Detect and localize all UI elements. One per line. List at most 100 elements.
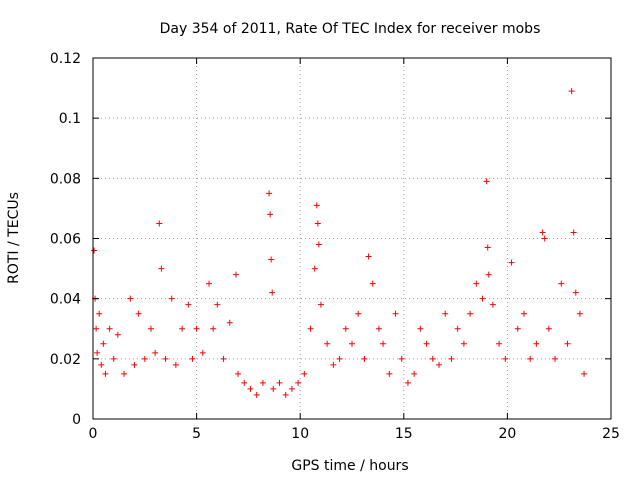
- data-point: [313, 202, 320, 209]
- data-point: [267, 211, 274, 218]
- data-point: [241, 379, 248, 386]
- data-point: [392, 310, 399, 317]
- data-point: [102, 370, 109, 377]
- y-axis-label: ROTI / TECUs: [6, 192, 22, 284]
- data-point: [226, 319, 233, 326]
- y-tick-label: 0.02: [50, 352, 81, 368]
- data-point: [199, 349, 206, 356]
- data-point: [404, 379, 411, 386]
- data-point: [454, 325, 461, 332]
- data-point: [520, 310, 527, 317]
- data-point: [568, 88, 575, 95]
- data-point: [514, 325, 521, 332]
- data-point: [91, 247, 98, 254]
- data-point: [127, 295, 134, 302]
- data-point: [533, 340, 540, 347]
- data-point: [386, 370, 393, 377]
- data-point: [361, 355, 368, 362]
- data-point: [484, 244, 491, 251]
- data-point: [135, 310, 142, 317]
- data-point: [436, 361, 443, 368]
- data-point: [266, 190, 273, 197]
- data-point: [369, 280, 376, 287]
- x-tick-label: 25: [602, 426, 620, 442]
- data-point: [423, 340, 430, 347]
- data-point: [235, 370, 242, 377]
- y-tick-labels: 0 0.02 0.04 0.06 0.08 0.1 0.12: [50, 51, 81, 428]
- data-point: [417, 325, 424, 332]
- data-point: [131, 361, 138, 368]
- x-axis-label: GPS time / hours: [291, 458, 408, 474]
- data-point: [442, 310, 449, 317]
- data-point: [496, 340, 503, 347]
- data-point: [162, 355, 169, 362]
- data-point: [375, 325, 382, 332]
- data-points: [91, 88, 588, 398]
- y-tick-label: 0.06: [50, 232, 81, 248]
- data-point: [479, 295, 486, 302]
- x-tick-label: 20: [498, 426, 516, 442]
- data-point: [156, 220, 163, 227]
- data-point: [282, 391, 289, 398]
- data-point: [158, 265, 165, 272]
- data-point: [268, 256, 275, 263]
- data-point: [473, 280, 480, 287]
- data-point: [541, 235, 548, 242]
- data-point: [489, 301, 496, 308]
- data-point: [485, 271, 492, 278]
- data-point: [106, 325, 113, 332]
- data-point: [214, 301, 221, 308]
- data-point: [576, 310, 583, 317]
- data-point: [172, 361, 179, 368]
- data-point: [311, 265, 318, 272]
- data-point: [564, 340, 571, 347]
- data-point: [168, 295, 175, 302]
- data-point: [355, 310, 362, 317]
- data-point: [448, 355, 455, 362]
- y-tick-label: 0.12: [50, 51, 81, 67]
- data-point: [259, 379, 266, 386]
- y-tick-label: 0.04: [50, 292, 81, 308]
- data-point: [349, 340, 355, 347]
- data-point: [96, 310, 103, 317]
- data-point: [572, 289, 579, 296]
- y-tick-label: 0: [72, 412, 81, 428]
- data-point: [317, 301, 324, 308]
- data-point: [247, 385, 254, 392]
- data-point: [232, 271, 239, 278]
- data-point: [210, 325, 217, 332]
- data-point: [141, 355, 148, 362]
- data-point: [342, 325, 349, 332]
- data-point: [365, 253, 372, 260]
- data-point: [467, 310, 474, 317]
- data-point: [93, 325, 100, 332]
- data-point: [380, 340, 387, 347]
- data-point: [288, 385, 295, 392]
- data-point: [189, 355, 196, 362]
- data-point: [398, 355, 405, 362]
- x-tick-label: 5: [192, 426, 201, 442]
- data-point: [185, 301, 192, 308]
- data-point: [508, 259, 515, 266]
- data-point: [581, 370, 588, 377]
- data-point: [570, 229, 577, 236]
- data-point: [315, 241, 322, 248]
- data-point: [336, 355, 343, 362]
- x-tick-label: 15: [395, 426, 413, 442]
- x-tick-label: 10: [291, 426, 309, 442]
- data-point: [253, 391, 260, 398]
- data-point: [411, 370, 418, 377]
- data-point: [220, 355, 227, 362]
- x-tick-label: 0: [89, 426, 98, 442]
- y-tick-label: 0.1: [59, 111, 81, 127]
- x-tick-labels: 0 5 10 15 20 25: [89, 426, 620, 442]
- data-point: [206, 280, 213, 287]
- data-point: [483, 178, 490, 185]
- data-point: [100, 340, 107, 347]
- data-point: [314, 220, 321, 227]
- data-point: [110, 355, 117, 362]
- data-point: [502, 355, 509, 362]
- data-point: [460, 340, 467, 347]
